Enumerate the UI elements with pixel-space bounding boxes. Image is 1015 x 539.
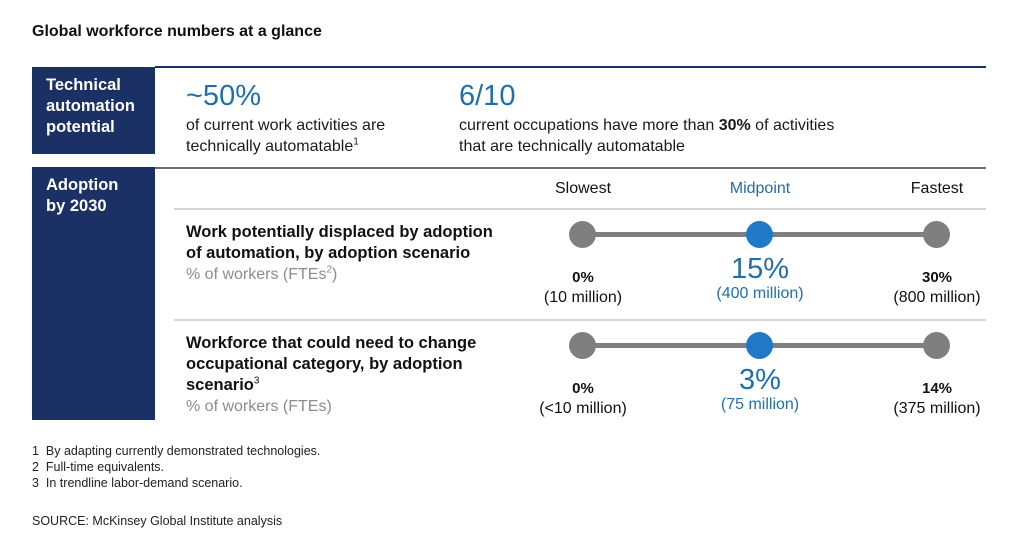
row2-slowest-people: (<10 million) bbox=[539, 400, 627, 417]
row2-fastest-people: (375 million) bbox=[893, 400, 981, 417]
footnote-text: By adapting currently demonstrated techn… bbox=[45, 444, 321, 458]
mid-divider bbox=[155, 167, 986, 169]
stat-automatable-value: ~50% bbox=[186, 80, 261, 112]
stat2-line1-post: of activities bbox=[750, 117, 835, 134]
footnote-ref-2: 2 bbox=[326, 264, 333, 276]
footnote-num: 2 bbox=[32, 460, 39, 474]
col-slowest: Slowest bbox=[554, 180, 612, 197]
footnote-item: 3 In trendline labor-demand scenario. bbox=[32, 475, 320, 491]
row1-value-slowest: 0% (10 million) bbox=[513, 268, 653, 308]
row2-subtitle: % of workers (FTEs) bbox=[186, 398, 332, 415]
stat2-bold-pct: 30% bbox=[718, 117, 751, 134]
row1-dot-fastest bbox=[923, 221, 950, 248]
row1-fastest-people: (800 million) bbox=[893, 289, 981, 306]
row2-fastest-pct: 14% bbox=[921, 380, 953, 397]
col-fastest: Fastest bbox=[910, 180, 964, 197]
technical-label: Technical automation potential bbox=[32, 67, 155, 154]
row1-midpoint-pct: 15% bbox=[730, 253, 790, 285]
row1-midpoint-people: (400 million) bbox=[716, 285, 804, 302]
row-divider bbox=[174, 319, 986, 321]
row2-title-line3: scenario bbox=[186, 376, 254, 394]
row1-dot-midpoint bbox=[746, 221, 773, 248]
col-midpoint: Midpoint bbox=[729, 180, 791, 197]
footnote-ref-3: 3 bbox=[253, 375, 260, 387]
row-occupation-change-label: Workforce that could need to change occu… bbox=[186, 333, 526, 417]
row1-subtitle: % of workers (FTEs2) bbox=[186, 264, 526, 285]
footnote-text: Full-time equivalents. bbox=[45, 460, 165, 474]
row1-subtitle-end: ) bbox=[332, 266, 338, 283]
footnote-num: 1 bbox=[32, 444, 39, 458]
row2-title-line1: Workforce that could need to change bbox=[186, 334, 477, 352]
footnote-ref-1: 1 bbox=[353, 136, 359, 148]
row2-title-line2: occupational category, by adoption bbox=[186, 355, 463, 373]
row2-midpoint-people: (75 million) bbox=[720, 396, 800, 413]
row2-dot-midpoint bbox=[746, 332, 773, 359]
header-divider bbox=[174, 208, 986, 210]
row2-value-fastest: 14% (375 million) bbox=[867, 379, 1007, 419]
row2-midpoint-pct: 3% bbox=[739, 364, 781, 396]
row1-fastest-pct: 30% bbox=[921, 269, 953, 286]
page-title: Global workforce numbers at a glance bbox=[32, 23, 322, 40]
footnotes: 1 By adapting currently demonstrated tec… bbox=[32, 443, 320, 491]
technical-label-text: Technical automation potential bbox=[46, 76, 135, 136]
row1-slowest-people: (10 million) bbox=[543, 289, 623, 306]
stat-occupations-desc: current occupations have more than 30% o… bbox=[459, 115, 834, 157]
adoption-label-text: Adoption by 2030 bbox=[46, 176, 119, 215]
stat-automatable-desc: of current work activities are technical… bbox=[186, 115, 385, 157]
adoption-label: Adoption by 2030 bbox=[32, 167, 155, 420]
row2-value-slowest: 0% (<10 million) bbox=[513, 379, 653, 419]
row1-value-midpoint: 15% (400 million) bbox=[690, 254, 830, 304]
row1-title-line2: of automation, by adoption scenario bbox=[186, 244, 471, 262]
row1-slowest-pct: 0% bbox=[572, 269, 594, 286]
row2-slowest-pct: 0% bbox=[572, 380, 594, 397]
row1-subtitle-text: % of workers (FTEs bbox=[186, 266, 327, 283]
row-displaced-label: Work potentially displaced by adoption o… bbox=[186, 222, 526, 285]
row2-dot-fastest bbox=[923, 332, 950, 359]
row1-value-fastest: 30% (800 million) bbox=[867, 268, 1007, 308]
stat1-line2: technically automatable bbox=[186, 138, 354, 155]
stat-occupations-value: 6/10 bbox=[459, 80, 516, 112]
footnote-item: 2 Full-time equivalents. bbox=[32, 459, 320, 475]
stat2-line2: that are technically automatable bbox=[459, 138, 685, 155]
row2-value-midpoint: 3% (75 million) bbox=[690, 365, 830, 415]
stat1-line1: of current work activities are bbox=[186, 117, 386, 134]
row1-dot-slowest bbox=[569, 221, 596, 248]
footnote-text: In trendline labor-demand scenario. bbox=[45, 476, 243, 490]
top-divider bbox=[155, 66, 986, 68]
source-note: SOURCE: McKinsey Global Institute analys… bbox=[32, 514, 283, 528]
footnote-item: 1 By adapting currently demonstrated tec… bbox=[32, 443, 320, 459]
row2-dot-slowest bbox=[569, 332, 596, 359]
row1-title-line1: Work potentially displaced by adoption bbox=[186, 223, 493, 241]
stat2-line1-pre: current occupations have more than bbox=[459, 117, 719, 134]
footnote-num: 3 bbox=[32, 476, 39, 490]
